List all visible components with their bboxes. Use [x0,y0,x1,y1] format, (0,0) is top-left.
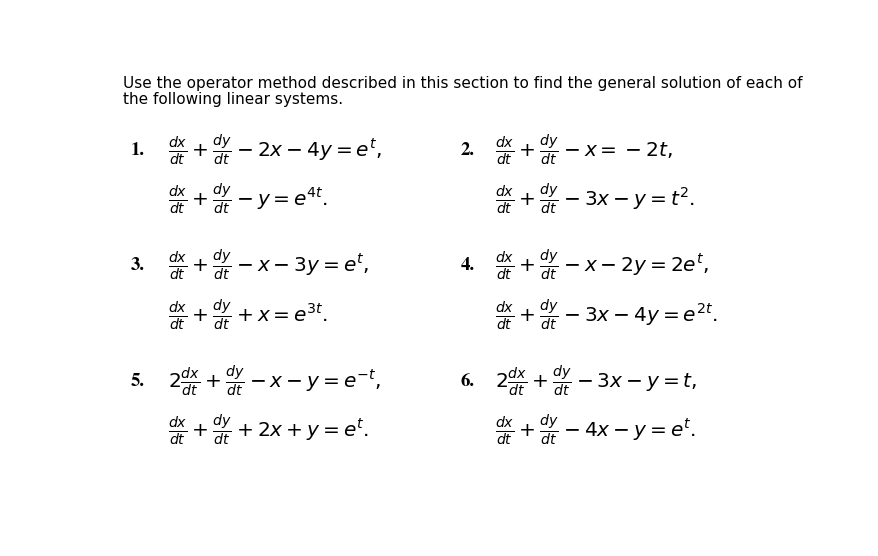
Text: $\frac{dx}{dt}+\frac{dy}{dt}-y=e^{4t}.$: $\frac{dx}{dt}+\frac{dy}{dt}-y=e^{4t}.$ [168,182,327,217]
Text: 6.: 6. [460,373,474,390]
Text: 5.: 5. [130,373,144,390]
Text: $\frac{dx}{dt}+\frac{dy}{dt}+x=e^{3t}.$: $\frac{dx}{dt}+\frac{dy}{dt}+x=e^{3t}.$ [168,297,327,332]
Text: $\frac{dx}{dt}+\frac{dy}{dt}-x=-2t,$: $\frac{dx}{dt}+\frac{dy}{dt}-x=-2t,$ [494,133,672,168]
Text: 2.: 2. [460,142,474,158]
Text: $\frac{dx}{dt}+\frac{dy}{dt}+2x+y=e^t.$: $\frac{dx}{dt}+\frac{dy}{dt}+2x+y=e^t.$ [168,413,368,448]
Text: $2\frac{dx}{dt}+\frac{dy}{dt}-3x-y=t,$: $2\frac{dx}{dt}+\frac{dy}{dt}-3x-y=t,$ [494,364,696,399]
Text: Use the operator method described in this section to find the general solution o: Use the operator method described in thi… [123,76,802,91]
Text: $\frac{dx}{dt}+\frac{dy}{dt}-x-3y=e^t,$: $\frac{dx}{dt}+\frac{dy}{dt}-x-3y=e^t,$ [168,248,368,284]
Text: 4.: 4. [460,257,474,274]
Text: $\frac{dx}{dt}+\frac{dy}{dt}-3x-y=t^2.$: $\frac{dx}{dt}+\frac{dy}{dt}-3x-y=t^2.$ [494,182,694,217]
Text: $\frac{dx}{dt}+\frac{dy}{dt}-4x-y=e^t.$: $\frac{dx}{dt}+\frac{dy}{dt}-4x-y=e^t.$ [494,413,694,448]
Text: $2\frac{dx}{dt}+\frac{dy}{dt}-x-y=e^{-t},$: $2\frac{dx}{dt}+\frac{dy}{dt}-x-y=e^{-t}… [168,364,380,399]
Text: the following linear systems.: the following linear systems. [123,92,343,107]
Text: $\frac{dx}{dt}+\frac{dy}{dt}-3x-4y=e^{2t}.$: $\frac{dx}{dt}+\frac{dy}{dt}-3x-4y=e^{2t… [494,297,716,332]
Text: 3.: 3. [130,257,144,274]
Text: $\frac{dx}{dt}+\frac{dy}{dt}-2x-4y=e^t,$: $\frac{dx}{dt}+\frac{dy}{dt}-2x-4y=e^t,$ [168,133,381,168]
Text: $\frac{dx}{dt}+\frac{dy}{dt}-x-2y=2e^t,$: $\frac{dx}{dt}+\frac{dy}{dt}-x-2y=2e^t,$ [494,248,708,284]
Text: 1.: 1. [130,142,144,158]
